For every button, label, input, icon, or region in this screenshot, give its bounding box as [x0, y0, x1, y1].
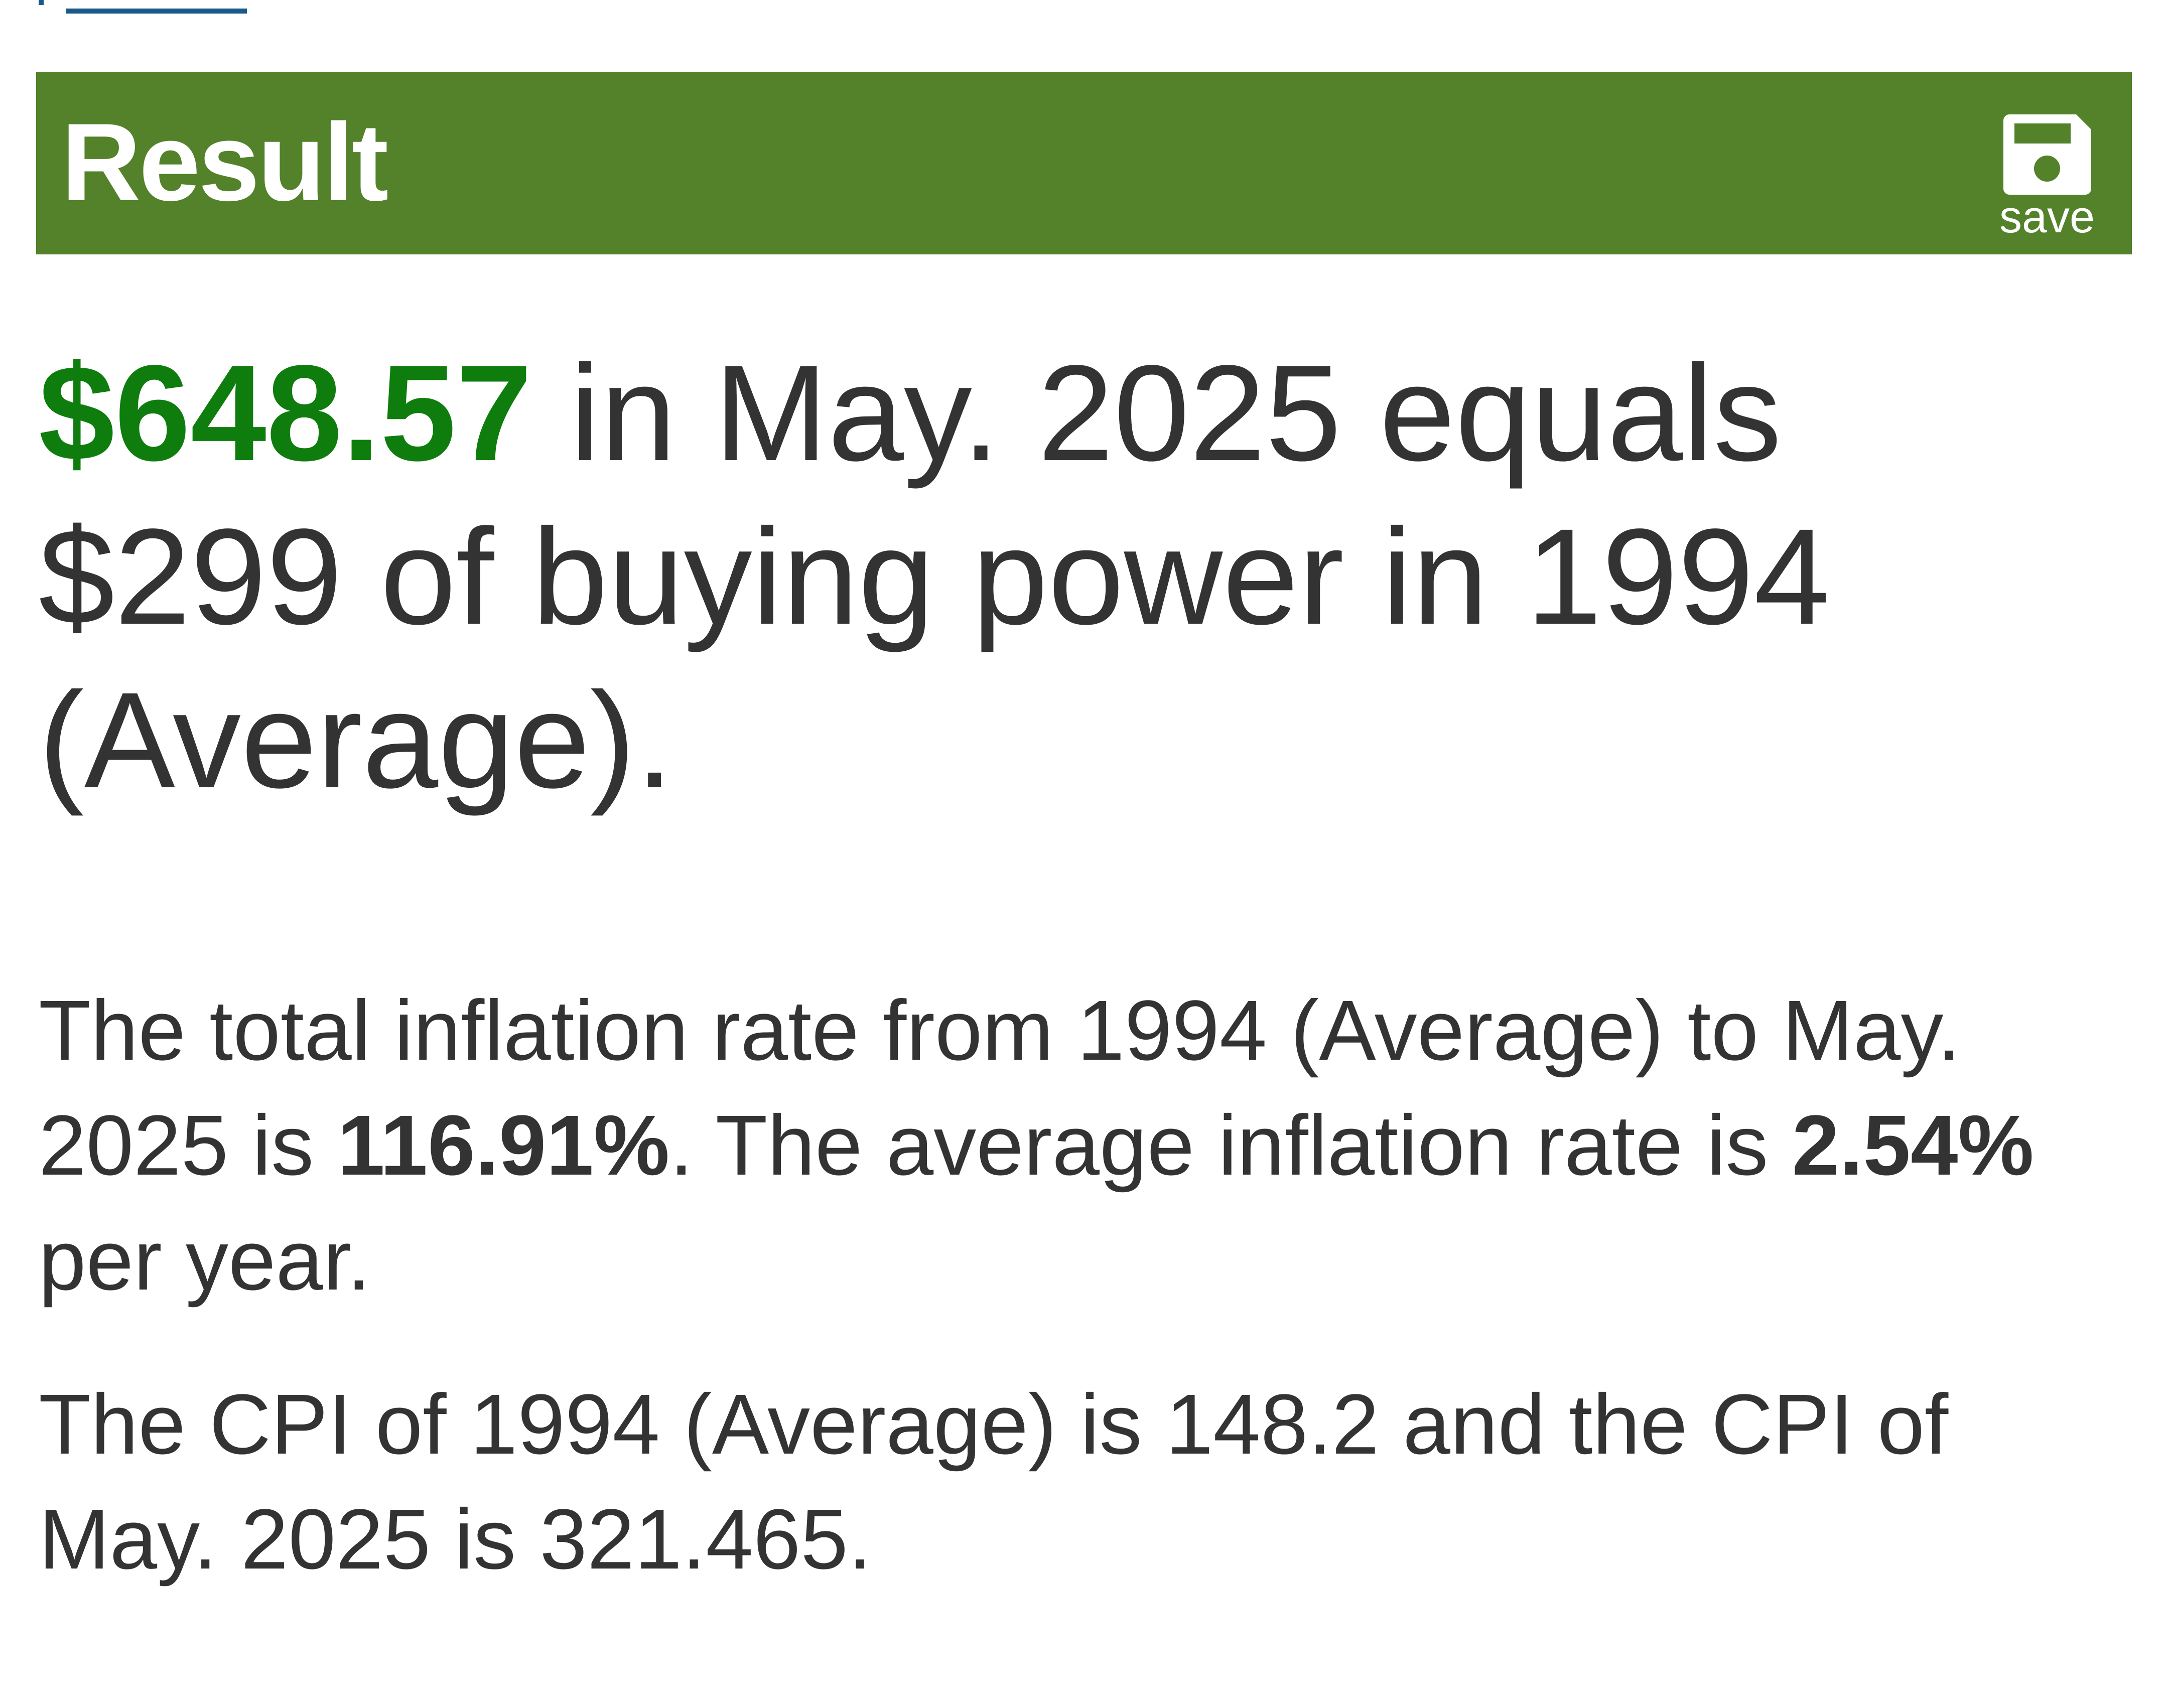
result-header: Result save: [36, 72, 2132, 254]
paragraph: The CPI of 1994 (Average) is 148.2 and t…: [39, 1367, 2131, 1597]
text: The total inflation rate from 1994 (Aver…: [39, 983, 1961, 1193]
bold-figure: 116.91%: [337, 1098, 670, 1193]
bold-figure: 2.54%: [1792, 1098, 2034, 1193]
header-title: Result: [61, 100, 388, 224]
save-icon: [2003, 114, 2091, 195]
text: . The average inflation rate is: [669, 1098, 1792, 1193]
text: The CPI of 1994 (Average) is 148.2 and t…: [39, 1377, 1949, 1587]
text: per year.: [39, 1213, 371, 1308]
result-text: in May. 2025 equals $299 of buying power…: [39, 337, 1830, 816]
paragraph: The total inflation rate from 1994 (Aver…: [39, 973, 2131, 1318]
save-label: save: [1999, 192, 2095, 242]
link-fragment: [36, 0, 252, 14]
result-headline: $648.57 in May. 2025 equals $299 of buyi…: [39, 331, 2121, 822]
result-amount: $648.57: [39, 337, 532, 489]
save-button[interactable]: save: [1989, 114, 2105, 240]
